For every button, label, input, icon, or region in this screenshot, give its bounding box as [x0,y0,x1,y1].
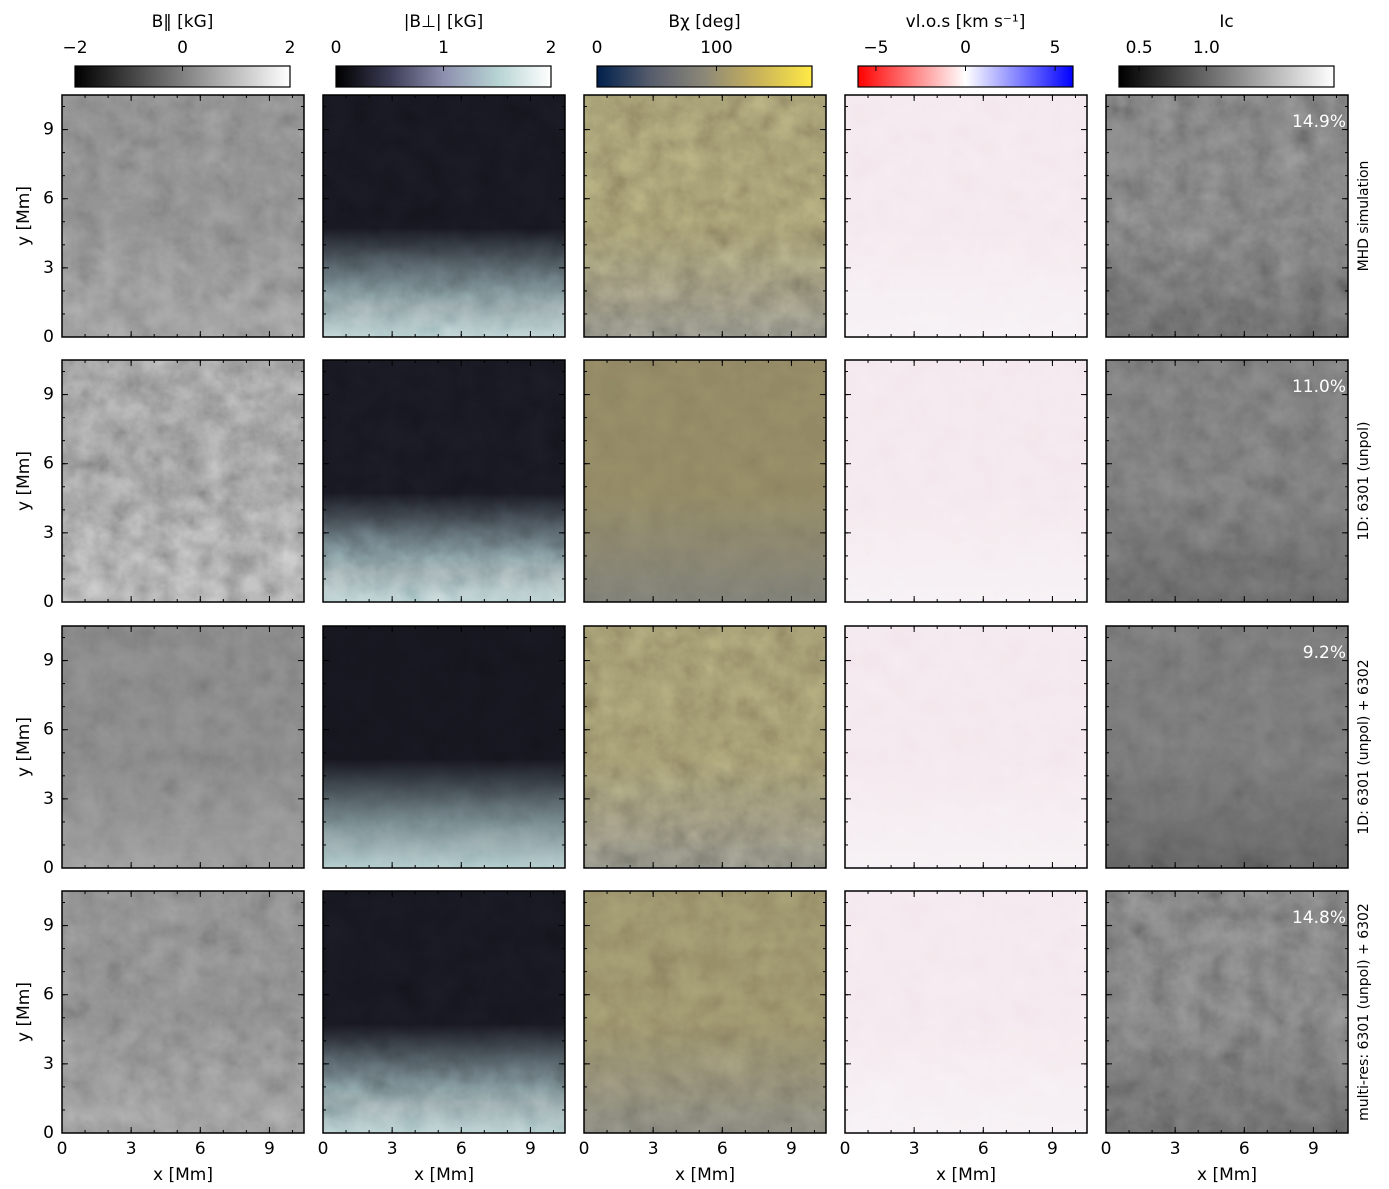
colorbar-tick-label: 0.5 [1126,38,1153,58]
image-texture [323,95,565,337]
colorbar-tick-label: 5 [1050,38,1061,58]
colorbar-tick-label: 2 [546,38,557,58]
image-texture [584,891,826,1133]
contrast-label: 9.2% [1303,643,1346,663]
y-tick-label: 0 [43,858,54,878]
image-texture [845,360,1087,602]
row-label: multi-res: 6301 (unpol) + 6302 [1356,903,1372,1121]
x-tick-label: 9 [264,1139,275,1159]
colorbar-tick-label: 0 [331,38,342,58]
y-tick-label: 3 [43,523,54,543]
y-tick-label: 3 [43,1054,54,1074]
y-tick-label: 9 [43,916,54,936]
colorbar-tick-label: 100 [700,38,732,58]
y-tick-label: 3 [43,789,54,809]
y-tick-label: 6 [43,189,54,209]
y-tick-label: 0 [43,1123,54,1143]
y-tick-label: 9 [43,120,54,140]
colorbar-title: Ic [1219,12,1233,32]
y-axis-label: y [Mm] [14,982,34,1042]
x-axis-label: x [Mm] [675,1165,735,1185]
x-tick-label: 3 [648,1139,659,1159]
contrast-label: 14.9% [1292,112,1346,132]
colorbar-tick-label: −5 [863,38,888,58]
x-tick-label: 0 [579,1139,590,1159]
image-texture [845,626,1087,868]
y-tick-label: 0 [43,592,54,612]
colorbar-tick-label: 0 [960,38,971,58]
image-texture [845,891,1087,1133]
colorbar-tick-label: 1.0 [1193,38,1220,58]
image-texture [62,626,304,868]
image-texture [845,95,1087,337]
row-label: MHD simulation [1356,161,1372,272]
y-tick-label: 9 [43,651,54,671]
y-axis-label: y [Mm] [14,717,34,777]
image-texture [584,360,826,602]
x-axis-label: x [Mm] [936,1165,996,1185]
colorbar-tick-label: 1 [438,38,449,58]
x-axis-label: x [Mm] [1197,1165,1257,1185]
x-tick-label: 3 [387,1139,398,1159]
image-texture [62,360,304,602]
x-tick-label: 6 [456,1139,467,1159]
colorbar-title: |B⊥| [kG] [404,12,484,32]
image-texture [323,891,565,1133]
image-texture [323,360,565,602]
y-tick-label: 6 [43,985,54,1005]
x-tick-label: 6 [195,1139,206,1159]
x-tick-label: 9 [1308,1139,1319,1159]
y-tick-label: 6 [43,720,54,740]
row-label: 1D: 6301 (unpol) [1356,422,1372,541]
image-texture [62,891,304,1133]
image-texture [323,626,565,868]
colorbar [1119,66,1334,87]
x-tick-label: 9 [1047,1139,1058,1159]
x-tick-label: 0 [840,1139,851,1159]
y-tick-label: 3 [43,258,54,278]
y-axis-label: y [Mm] [14,451,34,511]
y-tick-label: 9 [43,385,54,405]
colorbar-title: B‖ [kG] [152,12,214,32]
contrast-label: 14.8% [1292,908,1346,928]
x-tick-label: 3 [909,1139,920,1159]
colorbar [597,66,812,87]
colorbar-title: Bχ [deg] [668,12,740,32]
figure: B‖ [kG] −2 0 2 0 3 6 9 0 3 6 9 0 3 6 9 0 3 6 9 0 3 6 9 x [Mm] |B⊥… [0,0,1389,1189]
x-tick-label: 0 [318,1139,329,1159]
image-texture [62,95,304,337]
x-tick-label: 6 [717,1139,728,1159]
x-axis-label: x [Mm] [414,1165,474,1185]
x-axis-label: x [Mm] [153,1165,213,1185]
image-texture [584,626,826,868]
y-tick-label: 6 [43,454,54,474]
x-tick-label: 6 [978,1139,989,1159]
x-tick-label: 0 [57,1139,68,1159]
colorbar-tick-label: 0 [592,38,603,58]
image-texture [584,95,826,337]
colorbar-tick-label: 2 [285,38,296,58]
x-tick-label: 9 [786,1139,797,1159]
colorbar-title: vl.o.s [km s⁻¹] [906,12,1026,32]
x-tick-label: 9 [525,1139,536,1159]
contrast-label: 11.0% [1292,377,1346,397]
page: {"chart_data": {"type": "image-grid", "c… [0,0,1389,1189]
x-tick-label: 3 [1170,1139,1181,1159]
colorbar-tick-label: −2 [62,38,87,58]
x-tick-label: 3 [126,1139,137,1159]
x-tick-label: 0 [1101,1139,1112,1159]
colorbar-tick-label: 0 [177,38,188,58]
x-tick-label: 6 [1239,1139,1250,1159]
row-label: 1D: 6301 (unpol) + 6302 [1356,659,1372,834]
y-axis-label: y [Mm] [14,186,34,246]
y-tick-label: 0 [43,327,54,347]
